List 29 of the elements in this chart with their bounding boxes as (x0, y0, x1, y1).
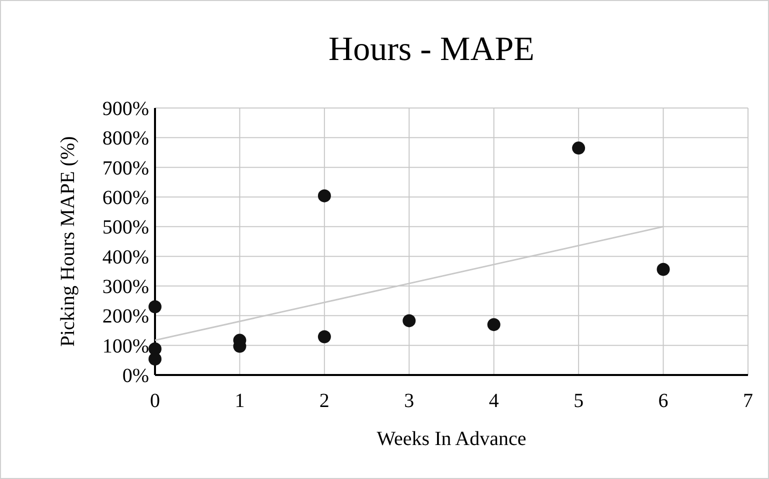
x-tick-label: 4 (488, 390, 499, 412)
y-tick-label: 400% (102, 246, 149, 268)
x-tick-label: 7 (743, 390, 753, 412)
y-axis-title: Picking Hours MAPE (%) (57, 136, 79, 347)
y-tick-label: 100% (102, 335, 149, 358)
x-tick-label: 5 (574, 390, 584, 412)
point (572, 142, 586, 155)
y-tick-label: 300% (102, 276, 149, 298)
point (148, 352, 162, 366)
y-tick-label: 500% (102, 216, 149, 239)
y-tick-label: 800% (102, 128, 149, 150)
point (487, 318, 500, 332)
point (318, 330, 331, 344)
x-tick-label: 0 (150, 390, 160, 412)
point (656, 262, 670, 276)
chart-title: Hours - MAPE (328, 31, 534, 68)
x-axis-title: Weeks In Advance (376, 428, 526, 450)
x-tick-label: 1 (234, 390, 245, 412)
x-tick-label: 2 (319, 390, 330, 412)
y-tick-label: 0% (122, 365, 149, 387)
y-tick-label: 700% (102, 157, 149, 180)
point (148, 300, 162, 314)
point (318, 189, 331, 202)
y-tick-label: 200% (102, 306, 149, 328)
x-tick-label: 3 (404, 390, 414, 412)
y-tick-label: 900% (102, 98, 149, 120)
x-tick-label: 6 (658, 390, 668, 412)
point (402, 314, 416, 328)
y-tick-label: 600% (102, 187, 149, 209)
